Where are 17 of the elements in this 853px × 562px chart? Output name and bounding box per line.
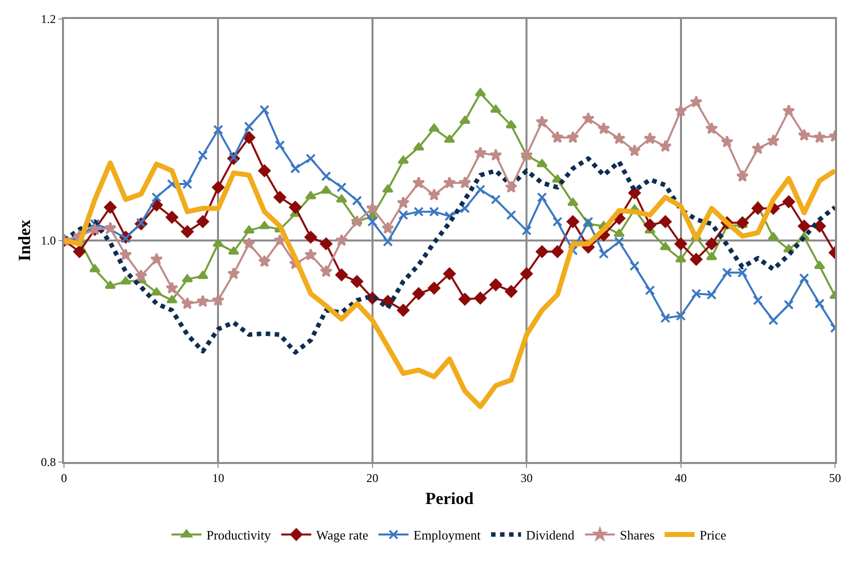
x-tick-label: 10: [212, 471, 224, 486]
legend-label: Dividend: [526, 528, 575, 543]
y-tick-label: 0.8: [40, 455, 56, 470]
x-tick-label: 40: [674, 471, 687, 486]
legend-label: Productivity: [206, 528, 272, 543]
y-tick-label: 1.2: [40, 12, 56, 26]
x-tick-label: 50: [829, 471, 841, 486]
x-tick-label: 0: [61, 471, 67, 486]
legend-label: Wage rate: [316, 528, 369, 543]
legend-label: Price: [700, 528, 727, 543]
x-axis-title: Period: [425, 489, 474, 508]
y-axis-title: Index: [14, 219, 34, 262]
legend-label: Employment: [414, 528, 482, 543]
y-tick-label: 1.0: [40, 234, 56, 248]
x-tick-label: 30: [520, 471, 533, 486]
x-tick-label: 20: [366, 471, 378, 486]
legend-label: Shares: [620, 528, 655, 543]
